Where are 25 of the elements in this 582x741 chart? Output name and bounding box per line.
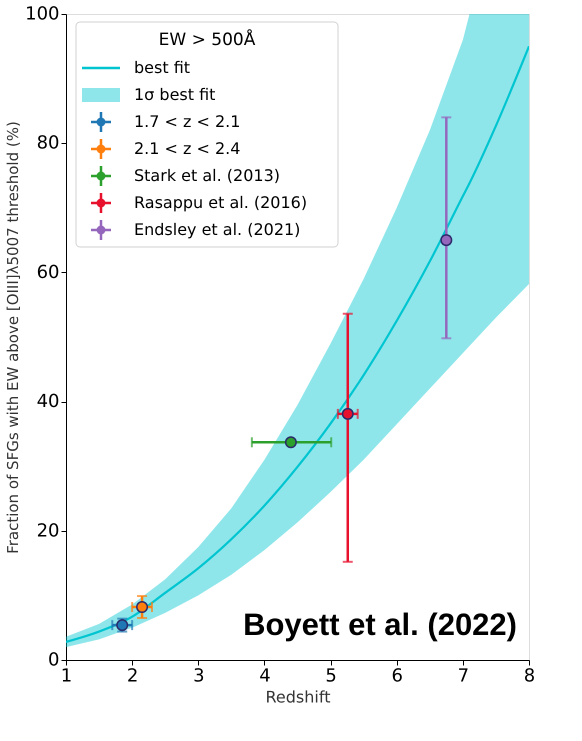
- y-axis-title: Fraction of SFGs with EW above [OIII]λ5007 threshold (%): [4, 121, 22, 554]
- y-tick-label: 100: [25, 4, 60, 24]
- legend-label: best fit: [134, 58, 190, 77]
- legend-label: Endsley et al. (2021): [134, 220, 300, 239]
- x-tick-label: 4: [259, 666, 271, 686]
- y-tick-label: 40: [36, 391, 60, 412]
- legend-label: 2.1 < z < 2.4: [134, 139, 240, 158]
- legend-label: Stark et al. (2013): [134, 166, 280, 185]
- x-axis-title: Redshift: [266, 688, 330, 706]
- y-tick-label: 60: [36, 262, 60, 283]
- x-tick-label: 5: [325, 666, 337, 686]
- x-tick-label: 3: [193, 666, 205, 686]
- x-tick-label: 8: [524, 666, 536, 686]
- y-tick-label: 0: [48, 650, 60, 670]
- y-tick-label: 20: [36, 520, 60, 542]
- annotation: 1σ best fit: [134, 85, 216, 104]
- x-tick-label: 2: [126, 666, 138, 686]
- y-tick-label: 80: [36, 132, 60, 154]
- x-tick-label: 6: [391, 666, 403, 686]
- x-tick-label: 7: [458, 666, 470, 686]
- x-tick-label: 1: [60, 666, 72, 686]
- legend-label: Rasappu et al. (2016): [134, 193, 308, 212]
- annotation: Boyett et al. (2022): [243, 607, 517, 642]
- legend-title: EW > 500Å: [158, 29, 256, 50]
- legend-label: 1.7 < z < 2.1: [134, 112, 240, 131]
